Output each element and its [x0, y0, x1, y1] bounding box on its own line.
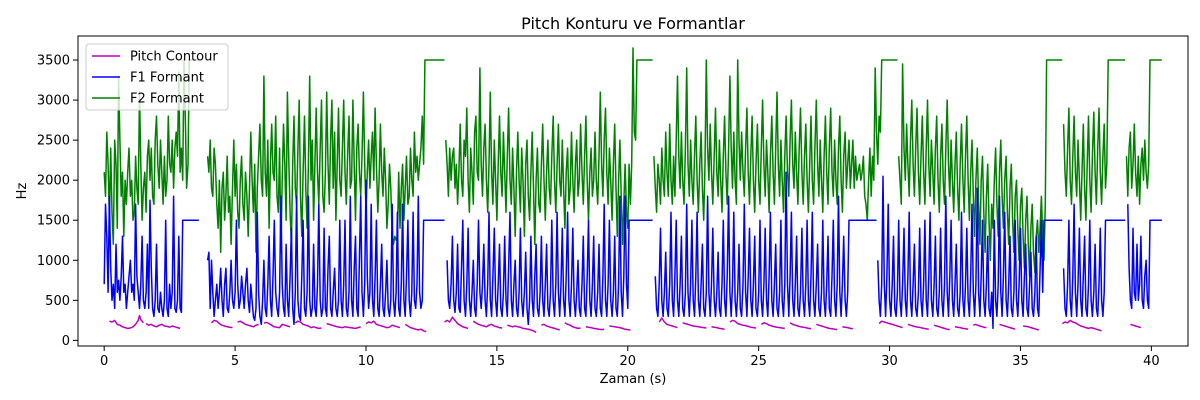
pitch-contour-line-5 [294, 320, 322, 330]
pitch-contour-line-24 [878, 320, 903, 329]
f1-formant-line-2 [446, 195, 653, 326]
y-tick-label: 3500 [37, 54, 70, 69]
pitch-contour-line-23 [842, 326, 854, 330]
x-tick-label: 35 [1012, 354, 1029, 369]
x-tick-label: 40 [1143, 354, 1160, 369]
f2-formant-line-3 [653, 59, 898, 221]
x-tick-label: 20 [619, 354, 636, 369]
legend-label-f1-formant: F1 Formant [130, 71, 204, 86]
pitch-contour-line-8 [404, 323, 427, 333]
pitch-contour-line-11 [507, 324, 537, 334]
f2-formant-line-1 [206, 59, 445, 254]
pitch-contour-line-6 [326, 322, 361, 330]
y-tick-label: 1000 [37, 254, 70, 269]
pitch-contour-line-22 [816, 323, 838, 331]
f2-formant-line-5 [1062, 59, 1126, 221]
legend-label-pitch-contour: Pitch Contour [130, 50, 218, 65]
x-tick-label: 0 [100, 354, 108, 369]
f2-formant-line-2 [445, 47, 653, 246]
pitch-contour-line-31 [1061, 319, 1102, 332]
legend: Pitch Contour F1 Formant F2 Formant [85, 43, 229, 111]
f2-formant-line-4 [897, 59, 1063, 278]
pitch-contour-line-10 [472, 320, 503, 329]
pitch-contour-line-16 [658, 317, 678, 329]
x-axis-label: Zaman (s) [600, 372, 667, 387]
pitch-contour-line-4 [263, 321, 291, 329]
f1-formant-line-1 [206, 179, 445, 326]
x-tick-label: 10 [358, 354, 375, 369]
y-tick-label: 2000 [37, 174, 70, 189]
f1-formant-line-5 [1062, 203, 1126, 318]
pitch-contour-line-20 [760, 322, 785, 330]
f1-formant-line-3 [654, 171, 877, 318]
chart-title: Pitch Konturu ve Formantlar [521, 14, 745, 33]
y-tick-label: 3000 [37, 94, 70, 109]
y-axis: 0 500 1000 1500 2000 2500 3000 3500 [37, 54, 78, 349]
pitch-contour-line-14 [585, 326, 605, 331]
x-axis: 0 5 10 15 20 25 30 35 40 [100, 346, 1160, 369]
x-tick-label: 30 [881, 354, 898, 369]
pitch-contour-line-1 [145, 322, 181, 330]
f2-formant-line-6 [1125, 59, 1162, 205]
pitch-contour-line-15 [609, 325, 631, 331]
f1-formant-line-0 [103, 195, 200, 318]
y-tick-label: 2500 [37, 134, 70, 149]
pitch-contour-line-13 [564, 322, 581, 330]
x-tick-label: 15 [489, 354, 506, 369]
pitch-contour-line-30 [1022, 325, 1040, 331]
pitch-contour-line-25 [907, 323, 929, 330]
pitch-contour-line-28 [973, 323, 987, 329]
plot-frame [77, 35, 1189, 347]
y-tick-label: 0 [62, 334, 70, 349]
pitch-contour-line-32 [1130, 323, 1142, 329]
series-lines [103, 47, 1162, 334]
pitch-contour-line-21 [789, 322, 812, 330]
f1-formant-line-4 [877, 175, 1063, 330]
pitch-contour-line-12 [541, 323, 560, 331]
pitch-contour-line-29 [999, 323, 1016, 330]
legend-label-f2-formant: F2 Formant [130, 92, 204, 107]
pitch-contour-line-17 [682, 322, 707, 329]
pitch-contour-line-26 [933, 324, 950, 331]
pitch-contour-line-7 [365, 320, 401, 329]
y-axis-label: Hz [15, 183, 30, 200]
legend-box [85, 43, 229, 111]
y-tick-label: 1500 [37, 214, 70, 229]
x-tick-label: 25 [750, 354, 767, 369]
pitch-contour-line-27 [954, 326, 969, 330]
f1-formant-line-6 [1127, 204, 1162, 310]
y-tick-label: 500 [45, 294, 70, 309]
pitch-contour-line-3 [237, 320, 259, 328]
pitch-contour-line-0 [109, 314, 144, 330]
pitch-contour-line-2 [210, 319, 233, 329]
x-tick-label: 5 [231, 354, 239, 369]
pitch-contour-line-19 [729, 319, 757, 329]
pitch-contour-line-18 [711, 326, 725, 330]
pitch-contour-line-9 [444, 316, 469, 330]
